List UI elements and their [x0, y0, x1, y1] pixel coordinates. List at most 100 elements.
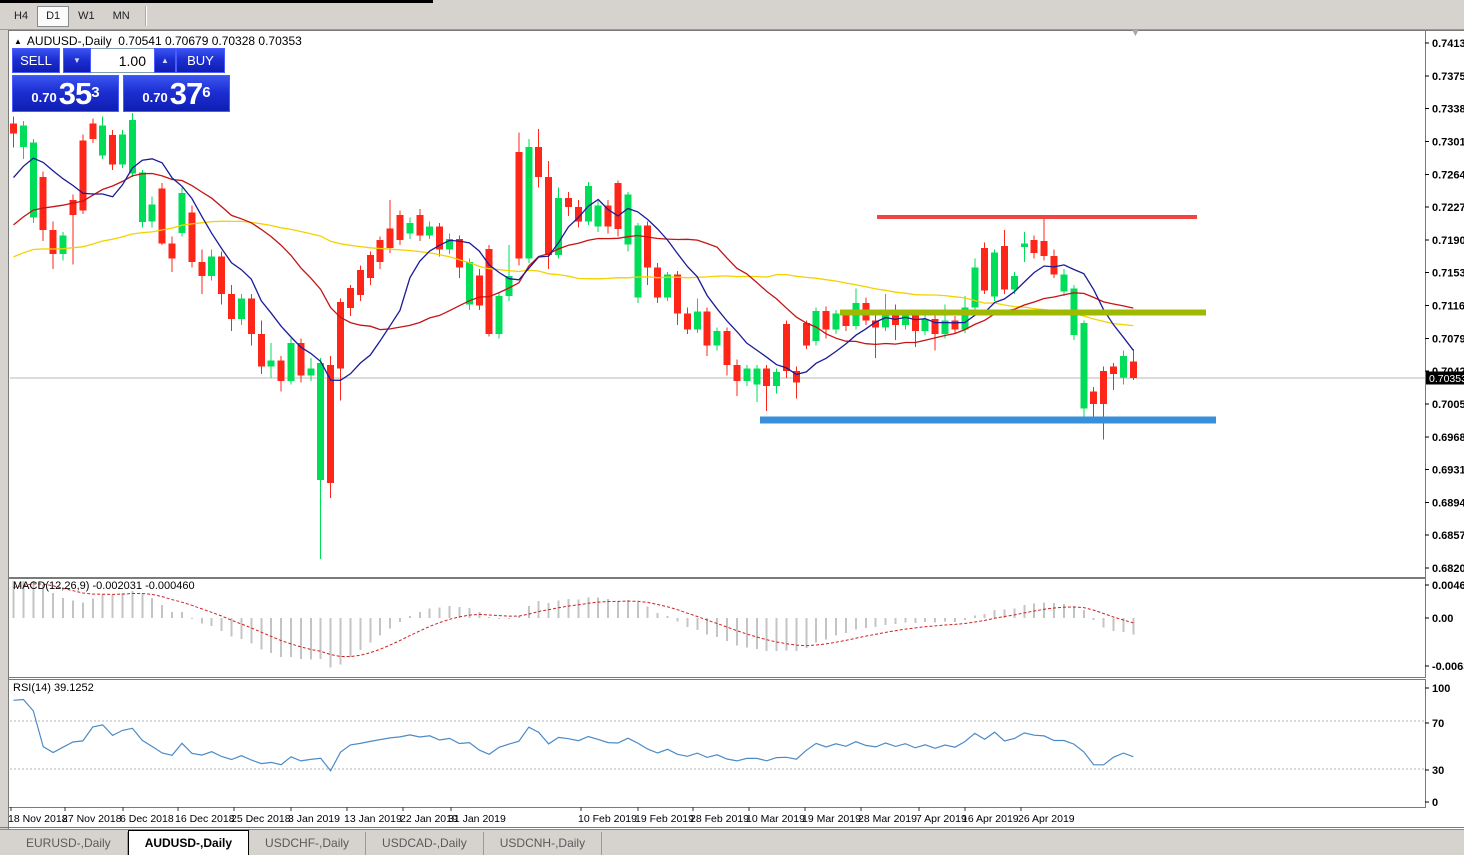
tab-usdcad[interactable]: USDCAD-,Daily: [366, 832, 484, 855]
macd-histogram-bar: [62, 597, 65, 618]
date-tick-label: 19 Mar 2019: [802, 813, 861, 825]
macd-histogram-bar: [230, 618, 233, 637]
candle: [614, 183, 622, 230]
candle: [495, 295, 503, 334]
candle: [59, 235, 67, 255]
candle: [19, 125, 27, 147]
candle: [971, 267, 979, 308]
macd-histogram-bar: [260, 618, 263, 650]
volume-input[interactable]: [91, 48, 154, 73]
macd-histogram-bar: [42, 584, 45, 618]
candle: [911, 313, 919, 332]
candle: [267, 360, 275, 367]
macd-histogram-bar: [359, 618, 362, 650]
main-panel-frame: [8, 30, 1426, 578]
panel-collapse-icon[interactable]: ▼: [1130, 27, 1141, 39]
candle: [307, 368, 315, 376]
current-price-tag-text: 0.70353: [1429, 373, 1464, 385]
macd-histogram-bar: [626, 600, 629, 618]
candle: [505, 276, 513, 296]
macd-histogram-bar: [805, 618, 808, 648]
candle: [773, 372, 781, 387]
date-tick-label: 3 Jan 2019: [288, 813, 340, 825]
buy-price-button[interactable]: 0.70 37 6: [123, 75, 230, 112]
macd-histogram-bar: [508, 617, 510, 619]
candle: [1030, 239, 1038, 254]
macd-histogram-bar: [151, 598, 154, 618]
tab-eurusd[interactable]: EURUSD-,Daily: [10, 832, 128, 855]
macd-histogram-bar: [835, 618, 838, 636]
macd-histogram-bar: [299, 618, 302, 659]
candle: [782, 324, 790, 372]
macd-histogram-bar: [1062, 604, 1065, 618]
candle: [1110, 366, 1118, 374]
macd-histogram-bar: [12, 581, 15, 618]
macd-histogram-bar: [1072, 605, 1075, 618]
macd-histogram-bar: [904, 618, 907, 623]
sell-price-button[interactable]: 0.70 35 3: [12, 75, 119, 112]
candle: [39, 176, 47, 231]
timeframe-toolbar: H4 D1 W1 MN: [0, 3, 1464, 30]
candle: [168, 243, 176, 259]
candle: [921, 318, 929, 332]
macd-histogram-bar: [289, 618, 292, 658]
macd-histogram-bar: [1003, 609, 1006, 618]
macd-histogram-bar: [141, 593, 144, 618]
macd-histogram-bar: [270, 618, 273, 654]
sell-button[interactable]: SELL: [12, 48, 60, 73]
timeframe-button-d1[interactable]: D1: [37, 6, 70, 27]
candles-layer: [10, 113, 1137, 560]
one-click-trade-panel: SELL ▼ ▲ BUY 0.70 35 3 0.70 37 6: [12, 48, 230, 112]
macd-histogram-bar: [686, 618, 689, 628]
candle: [1100, 371, 1108, 404]
buy-button[interactable]: BUY: [176, 48, 225, 73]
rsi-panel-frame: [8, 679, 1426, 808]
candle: [317, 363, 325, 481]
macd-histogram-bar: [567, 599, 570, 618]
macd-histogram-bar: [250, 618, 253, 644]
timeframe-button-w1[interactable]: W1: [78, 10, 95, 22]
macd-histogram-bar: [309, 618, 312, 660]
tab-audusd[interactable]: AUDUSD-,Daily: [127, 830, 250, 855]
candle: [673, 274, 681, 314]
macd-histogram-bar: [389, 618, 392, 629]
ma-fast-line: [13, 157, 1134, 381]
macd-histogram-bar: [874, 618, 877, 627]
volume-decrease-button[interactable]: ▼: [63, 48, 91, 73]
candle: [337, 301, 345, 369]
timeframe-button-mn[interactable]: MN: [112, 10, 130, 22]
tab-usdchf[interactable]: USDCHF-,Daily: [249, 832, 367, 855]
candle: [1080, 323, 1088, 409]
macd-histogram-bar: [577, 599, 580, 618]
candle: [812, 310, 820, 341]
chart-window[interactable]: [8, 30, 1464, 829]
timeframe-button-h4[interactable]: H4: [14, 10, 29, 22]
macd-histogram-bar: [656, 612, 659, 618]
macd-histogram-bar: [1023, 605, 1026, 618]
date-tick-label: 28 Feb 2019: [690, 813, 749, 825]
macd-histogram-bar: [171, 611, 174, 618]
rsi-indicator-label: RSI(14) 39.1252: [13, 682, 94, 694]
candle: [564, 198, 572, 208]
buy-price-superscript: 6: [202, 84, 211, 101]
macd-histogram-bar: [190, 617, 193, 619]
macd-histogram-bar: [557, 600, 560, 618]
candle: [693, 311, 701, 330]
macd-histogram-bar: [924, 618, 927, 623]
macd-histogram-bar: [111, 594, 114, 618]
candle: [346, 287, 354, 309]
date-tick-label: 31 Jan 2019: [448, 813, 506, 825]
chart-title: ▲ AUDUSD-,Daily 0.70541 0.70679 0.70328 0…: [14, 34, 302, 48]
tab-usdcnh[interactable]: USDCNH-,Daily: [484, 832, 603, 855]
candle: [297, 342, 305, 376]
volume-increase-button[interactable]: ▲: [154, 48, 176, 73]
macd-histogram-bar: [418, 612, 421, 618]
candle: [148, 204, 156, 222]
macd-histogram-bar: [765, 618, 768, 651]
candle: [822, 310, 830, 330]
